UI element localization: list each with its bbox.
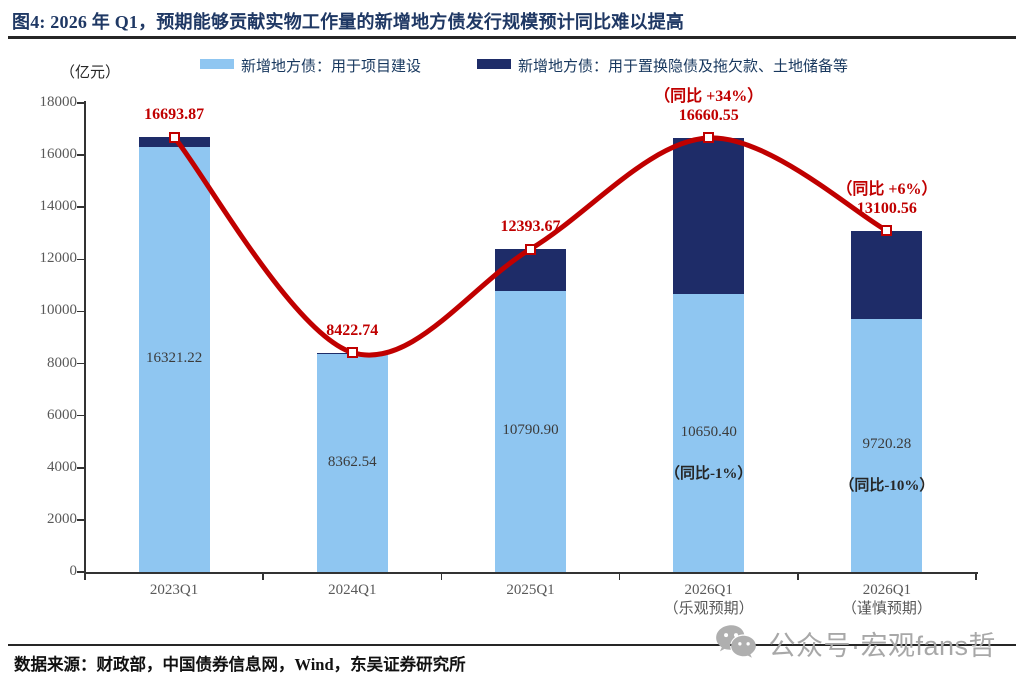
chart-legend: 新增地方债：用于项目建设 新增地方债：用于置换隐债及拖欠款、土地储备等 — [200, 55, 848, 76]
total-value-label: 13100.56 — [856, 199, 917, 217]
line-marker — [525, 243, 536, 255]
x-axis-tick — [797, 574, 799, 580]
y-axis-tick-label: 8000 — [47, 354, 77, 371]
x-axis-category-label: 2026Q1 （谨慎预期） — [841, 582, 932, 617]
legend-item-debt-swap: 新增地方债：用于置换隐债及拖欠款、土地储备等 — [477, 55, 848, 76]
bar-segment-debt-swap — [673, 137, 745, 295]
y-axis-tick-label: 12000 — [39, 250, 78, 267]
bar-value-label: 8362.54 — [327, 454, 377, 471]
footer-separator — [8, 644, 1016, 646]
y-axis-tick — [77, 310, 85, 313]
y-axis-line — [84, 101, 86, 574]
y-axis-tick-label: 6000 — [47, 406, 77, 423]
bar-segment-project — [851, 318, 923, 572]
bar-yoy-label: （同比-10%） — [839, 478, 935, 495]
legend-swatch-navy — [477, 59, 512, 69]
y-axis-tick-label: 2000 — [47, 510, 77, 527]
y-axis-tick — [77, 362, 85, 365]
y-axis-tick — [77, 466, 85, 469]
wechat-icon — [716, 625, 757, 658]
x-axis-category-label: 2025Q1 — [506, 582, 555, 598]
x-axis-category-label: 2023Q1 — [149, 582, 199, 598]
y-axis-tick-label: 0 — [69, 563, 78, 579]
watermark-text: 公众号·宏观fans哲 — [768, 630, 996, 661]
total-yoy-label: （同比 +6%） — [836, 180, 938, 198]
y-axis-tick — [77, 414, 85, 417]
x-axis-tick — [440, 574, 443, 580]
line-marker — [703, 132, 715, 144]
y-axis-tick — [77, 206, 85, 209]
bar-value-label: 10790.90 — [502, 422, 559, 439]
total-yoy-label: （同比 +34%） — [654, 87, 764, 105]
y-axis-tick-label: 10000 — [39, 302, 78, 319]
y-axis-tick-label: 16000 — [39, 146, 78, 163]
x-axis-category-label: 2024Q1 — [328, 582, 377, 598]
figure-title: 图4: 2026 年 Q1，预期能够贡献实物工作量的新增地方债发行规模预计同比难… — [12, 12, 685, 32]
y-axis-tick — [77, 258, 85, 261]
x-axis-line — [84, 572, 978, 575]
y-axis-tick — [77, 154, 85, 156]
line-marker — [881, 225, 893, 237]
legend-swatch-light-blue — [200, 59, 234, 69]
y-axis-tick-label: 4000 — [47, 458, 77, 475]
x-axis-tick — [84, 574, 86, 580]
x-axis-tick — [975, 574, 977, 580]
bar-segment-debt-swap — [495, 249, 566, 291]
legend-label: 新增地方债：用于项目建设 — [241, 59, 422, 75]
data-source: 数据来源：财政部，中国债券信息网，Wind，东吴证券研究所 — [14, 655, 466, 674]
watermark: 公众号·宏观fans哲 — [713, 620, 996, 666]
y-axis-tick — [77, 102, 85, 104]
total-value-label: 8422.74 — [326, 321, 379, 339]
line-marker — [168, 131, 180, 143]
y-axis-tick — [77, 519, 85, 521]
line-marker — [346, 347, 358, 359]
y-axis-tick-label: 14000 — [39, 198, 78, 215]
y-axis-tick-label: 18000 — [39, 94, 78, 110]
bar-value-label: 16321.22 — [145, 350, 203, 367]
total-value-label: 16693.87 — [144, 106, 205, 124]
legend-label: 新增地方债：用于置换隐债及拖欠款、土地储备等 — [518, 59, 849, 75]
y-axis-unit-label: （亿元） — [60, 65, 121, 81]
x-axis-category-label: 2026Q1 （乐观预期） — [663, 582, 754, 617]
title-separator — [8, 36, 1016, 39]
y-axis-tick — [77, 571, 85, 573]
total-value-label: 16660.55 — [678, 106, 739, 124]
bar-value-label: 9720.28 — [862, 436, 912, 453]
x-axis-tick — [618, 574, 621, 580]
total-value-label: 12393.67 — [500, 218, 561, 236]
x-axis-tick — [262, 574, 264, 580]
legend-item-project-construction: 新增地方债：用于项目建设 — [200, 55, 421, 76]
bar-value-label: 10650.40 — [680, 424, 737, 441]
bar-segment-debt-swap — [851, 230, 923, 319]
bar-yoy-label: （同比-1%） — [664, 466, 753, 483]
bar-segment-project — [316, 354, 388, 572]
